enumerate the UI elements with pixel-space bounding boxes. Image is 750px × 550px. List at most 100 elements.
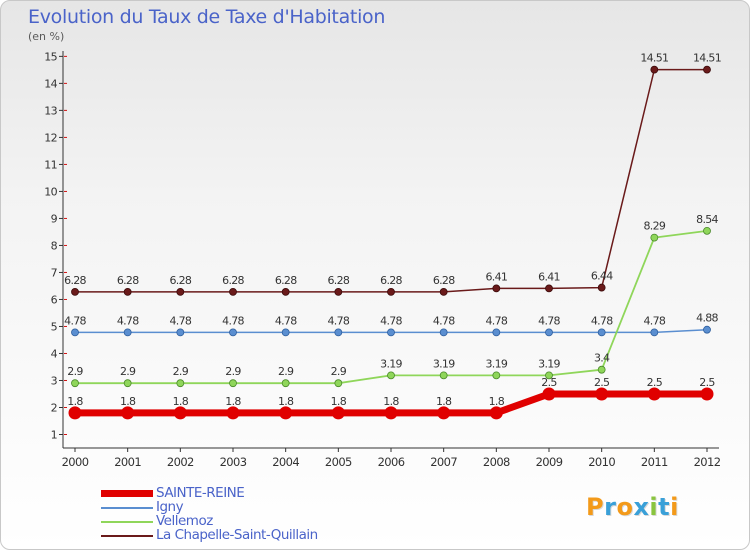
legend-label-igny: Igny xyxy=(156,499,184,515)
data-point-sainte_reine xyxy=(173,406,187,420)
chart-title: Evolution du Taux de Taxe d'Habitation xyxy=(28,6,386,28)
y-tick-label: 14 xyxy=(44,77,57,90)
data-label-chapelle: 6.41 xyxy=(485,270,507,283)
data-point-vellemoz xyxy=(176,379,185,388)
data-point-chapelle xyxy=(545,284,553,293)
data-point-igny xyxy=(229,328,237,337)
data-point-chapelle xyxy=(123,288,132,296)
x-tick-label: 2010 xyxy=(588,455,615,469)
y-tick-label: 12 xyxy=(44,131,57,144)
data-point-sainte_reine xyxy=(489,406,503,420)
data-point-vellemoz xyxy=(281,379,290,388)
data-label-vellemoz: 2.9 xyxy=(67,365,83,378)
data-label-sainte_reine: 2.5 xyxy=(647,376,663,389)
data-point-vellemoz xyxy=(387,371,395,380)
logo-letter: o xyxy=(616,493,634,521)
x-tick-label: 2009 xyxy=(536,455,563,469)
data-label-vellemoz: 2.9 xyxy=(331,365,347,378)
data-label-chapelle: 6.28 xyxy=(222,274,244,287)
data-label-vellemoz: 8.54 xyxy=(696,213,718,226)
data-label-sainte_reine: 2.5 xyxy=(699,376,715,389)
y-tick-label: 15 xyxy=(44,50,57,63)
data-label-vellemoz: 3.19 xyxy=(485,357,507,370)
data-label-igny: 4.88 xyxy=(696,312,718,325)
data-label-igny: 4.78 xyxy=(643,314,665,327)
data-label-igny: 4.78 xyxy=(591,314,613,327)
data-point-chapelle xyxy=(229,288,237,296)
x-tick-label: 2002 xyxy=(167,455,194,469)
data-label-vellemoz: 2.9 xyxy=(173,365,189,378)
data-label-igny: 4.78 xyxy=(485,314,507,327)
data-label-vellemoz: 3.19 xyxy=(538,357,560,370)
x-tick-label: 2000 xyxy=(62,455,89,469)
data-label-sainte_reine: 1.8 xyxy=(173,395,189,408)
data-label-sainte_reine: 1.8 xyxy=(331,395,347,408)
data-point-sainte_reine xyxy=(279,406,293,420)
data-point-chapelle xyxy=(492,284,501,293)
data-label-sainte_reine: 1.8 xyxy=(278,395,294,408)
data-point-vellemoz xyxy=(650,233,659,242)
data-label-chapelle: 6.41 xyxy=(538,270,560,283)
data-point-igny xyxy=(281,328,290,337)
legend-label-sainte-reine: SAINTE-REINE xyxy=(156,485,245,501)
y-tick-label: 6 xyxy=(51,293,58,306)
legend-swatch-chapelle xyxy=(101,535,153,537)
data-label-chapelle: 6.28 xyxy=(327,274,349,287)
data-label-chapelle: 14.51 xyxy=(693,52,721,65)
x-tick-label: 2008 xyxy=(483,455,510,469)
y-tick-label: 4 xyxy=(51,347,58,360)
data-label-vellemoz: 3.4 xyxy=(594,352,610,365)
data-point-vellemoz xyxy=(439,371,448,380)
data-point-chapelle xyxy=(597,283,606,292)
data-label-igny: 4.78 xyxy=(275,314,297,327)
y-tick-label: 2 xyxy=(51,401,57,414)
data-label-vellemoz: 3.19 xyxy=(380,357,402,370)
x-tick-label: 2004 xyxy=(272,455,299,469)
data-label-sainte_reine: 1.8 xyxy=(383,395,399,408)
data-point-igny xyxy=(703,325,711,334)
data-point-igny xyxy=(545,328,553,337)
data-label-igny: 4.78 xyxy=(64,314,86,327)
data-point-vellemoz xyxy=(703,226,711,235)
data-point-chapelle xyxy=(387,288,395,296)
data-point-chapelle xyxy=(650,65,659,74)
data-point-chapelle xyxy=(439,288,448,296)
data-point-sainte_reine xyxy=(121,406,135,420)
data-point-igny xyxy=(597,328,606,337)
data-label-igny: 4.78 xyxy=(380,314,402,327)
data-point-chapelle xyxy=(176,288,185,296)
logo-letter: i xyxy=(670,493,679,521)
data-label-chapelle: 6.28 xyxy=(380,274,402,287)
logo-letter: t xyxy=(658,493,671,521)
data-point-igny xyxy=(439,328,448,337)
legend-swatch-vellemoz xyxy=(101,521,153,523)
y-tick-label: 7 xyxy=(51,266,58,279)
data-label-vellemoz: 3.19 xyxy=(433,357,455,370)
data-label-chapelle: 6.28 xyxy=(169,274,191,287)
data-point-igny xyxy=(176,328,185,337)
data-label-chapelle: 6.28 xyxy=(275,274,297,287)
x-tick-label: 2006 xyxy=(378,455,405,469)
data-label-chapelle: 6.28 xyxy=(64,274,86,287)
data-point-sainte_reine xyxy=(437,406,451,420)
data-label-chapelle: 14.51 xyxy=(640,52,668,65)
data-point-vellemoz xyxy=(545,371,553,380)
data-point-igny xyxy=(71,328,79,337)
data-label-vellemoz: 2.9 xyxy=(278,365,294,378)
data-label-chapelle: 6.28 xyxy=(433,274,455,287)
data-point-igny xyxy=(650,328,659,337)
data-point-sainte_reine xyxy=(68,406,82,420)
data-label-sainte_reine: 1.8 xyxy=(120,395,136,408)
data-label-igny: 4.78 xyxy=(538,314,560,327)
y-tick-label: 3 xyxy=(51,374,58,387)
data-point-chapelle xyxy=(703,65,711,74)
data-label-chapelle: 6.28 xyxy=(117,274,139,287)
data-point-vellemoz xyxy=(597,365,606,374)
data-point-chapelle xyxy=(71,288,79,296)
data-point-chapelle xyxy=(281,288,290,296)
y-tick-label: 1 xyxy=(51,428,57,441)
data-label-igny: 4.78 xyxy=(222,314,244,327)
unit-label: (en %) xyxy=(28,30,65,43)
x-tick-label: 2012 xyxy=(694,455,721,469)
data-label-sainte_reine: 1.8 xyxy=(225,395,241,408)
